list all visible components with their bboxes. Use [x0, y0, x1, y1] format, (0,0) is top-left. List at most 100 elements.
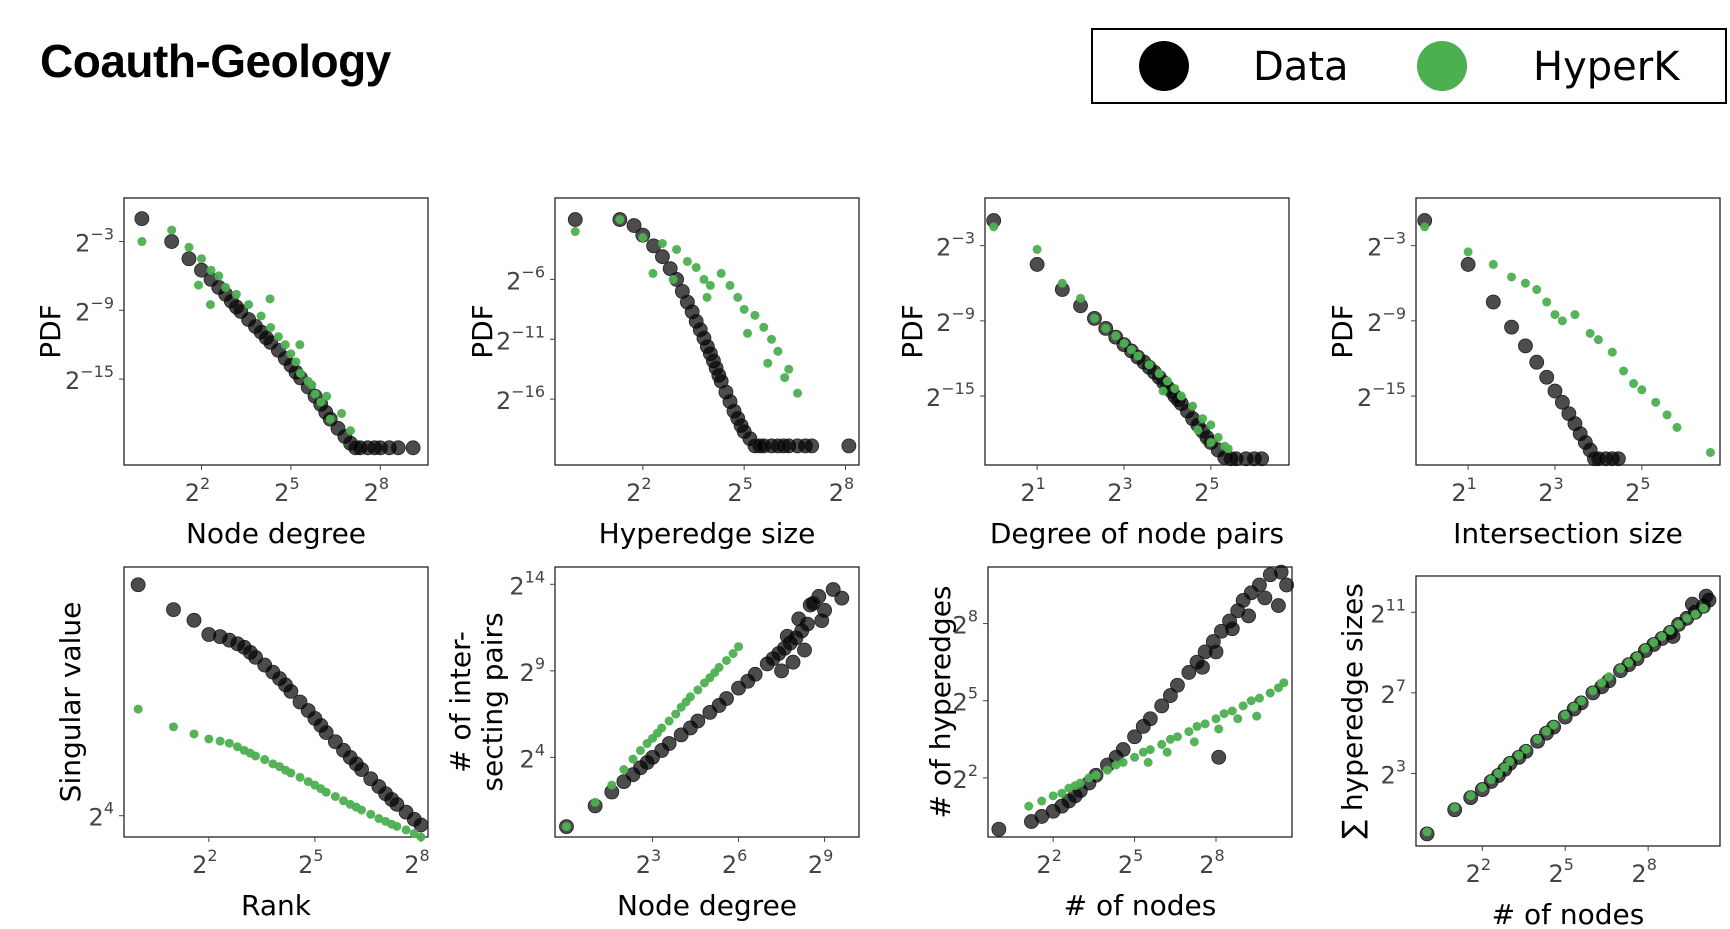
x-tick-label: 25: [274, 474, 299, 507]
data-point: [405, 440, 421, 456]
hyperk-point: [1101, 323, 1111, 333]
hyperk-point: [780, 373, 790, 383]
hyperk-point: [1463, 247, 1473, 257]
x-axis-label: # of nodes: [1064, 889, 1217, 922]
hyperk-point: [1698, 603, 1708, 613]
hyperk-point: [1223, 444, 1233, 454]
data-point: [1154, 698, 1170, 714]
hyperk-point: [1102, 765, 1112, 775]
hyperk-point: [1091, 770, 1101, 780]
hyperk-point: [716, 268, 726, 278]
y-tick-label: 2−15: [1357, 379, 1406, 412]
legend: Data HyperK: [1091, 28, 1727, 104]
data-point: [1208, 644, 1224, 660]
y-tick-label: 211: [1370, 595, 1406, 628]
panel-p4: 21 23 25 2−3 2−9 2−15 Intersection size PDF: [1326, 197, 1721, 550]
hyperk-point: [1632, 652, 1642, 662]
hyperk-point: [1211, 714, 1221, 724]
hyperk-point: [725, 280, 735, 290]
hyperk-point: [416, 832, 426, 842]
hyperk-point: [1111, 331, 1121, 341]
hyperk-point: [1227, 706, 1237, 716]
hyperk-point: [1674, 619, 1684, 629]
hyperk-point: [1133, 351, 1143, 361]
hyperk-point: [366, 809, 376, 819]
hyperk-point: [668, 274, 678, 284]
y-tick-label: 2−9: [75, 293, 114, 326]
hyperk-point: [1206, 420, 1216, 430]
hyperk-point: [702, 292, 712, 302]
hyperk-point: [1542, 297, 1552, 307]
hyperk-point: [204, 734, 214, 744]
y-tick-label: 29: [520, 654, 545, 687]
hyperk-point: [307, 380, 317, 390]
hyperk-point: [615, 215, 625, 225]
hyperk-point: [705, 280, 715, 290]
hyperk-point: [1265, 688, 1275, 698]
hyperk-point: [1672, 422, 1682, 432]
hyperk-point: [714, 662, 724, 672]
hyperk-point: [1629, 379, 1639, 389]
data-point: [390, 440, 406, 456]
x-tick-label: 21: [1451, 474, 1476, 507]
hyperk-point: [231, 289, 241, 299]
hyperk-point: [280, 340, 290, 350]
hyperk-point: [733, 292, 743, 302]
hyperk-point: [337, 408, 347, 418]
hyperk-point: [1532, 285, 1542, 295]
hyperk-point: [392, 821, 402, 831]
x-tick-label: 25: [1549, 855, 1574, 888]
hyperk-point: [232, 742, 242, 752]
hyperk-point: [133, 704, 143, 714]
hyperk-point: [570, 227, 580, 237]
hyperk-point: [1690, 609, 1700, 619]
x-axis-label: Degree of node pairs: [990, 517, 1284, 550]
hyperk-point: [619, 765, 629, 774]
hyperk-point: [691, 262, 701, 272]
y-tick-label: 2−3: [1367, 229, 1406, 262]
data-point: [1195, 659, 1210, 675]
hyperk-point: [1119, 338, 1129, 348]
hyperk-point: [286, 349, 296, 359]
y-tick-label: 27: [1381, 676, 1406, 709]
plot-frame: [1415, 197, 1721, 466]
y-tick-label: 2−6: [506, 262, 545, 295]
data-point: [1529, 354, 1545, 370]
y-tick-label: 23: [1381, 756, 1406, 789]
hyperk-point: [682, 256, 692, 266]
hyperk-point: [1569, 702, 1579, 712]
hyperk-point: [401, 825, 411, 835]
hyperk-point: [1619, 366, 1629, 376]
x-axis-label: Rank: [241, 889, 312, 922]
hyperk-point: [590, 797, 600, 807]
legend-label-data: Data: [1253, 44, 1349, 90]
data-point: [186, 612, 202, 628]
data-point: [1224, 621, 1240, 637]
hyperk-point: [1505, 756, 1515, 766]
plot-frame: [984, 197, 1290, 466]
plot-frame: [987, 566, 1293, 838]
data-point: [1698, 588, 1714, 604]
x-tick-label: 22: [185, 474, 210, 507]
x-tick-label: 23: [1107, 474, 1132, 507]
y-tick-label: 2−16: [496, 382, 545, 415]
hyperk-point: [722, 655, 732, 665]
hyperk-point: [1057, 278, 1067, 288]
x-axis-label: Node degree: [617, 889, 797, 922]
hyperk-point: [648, 268, 658, 278]
hyperk-point: [1176, 391, 1186, 401]
hyperk-point: [1198, 414, 1208, 424]
legend-label-hyperk: HyperK: [1533, 44, 1680, 90]
x-tick-label: 22: [1036, 846, 1061, 879]
hyperk-point: [1246, 696, 1256, 706]
hyperk-point: [1162, 376, 1172, 386]
data-point: [1211, 749, 1227, 765]
hyperk-point: [672, 244, 682, 254]
data-point: [1504, 319, 1519, 335]
hyperk-point: [316, 397, 326, 407]
hyperk-point: [1560, 710, 1570, 720]
x-tick-label: 22: [192, 846, 217, 879]
x-tick-label: 22: [1466, 855, 1491, 888]
data-point: [814, 613, 830, 629]
hyperk-point: [1520, 278, 1530, 288]
